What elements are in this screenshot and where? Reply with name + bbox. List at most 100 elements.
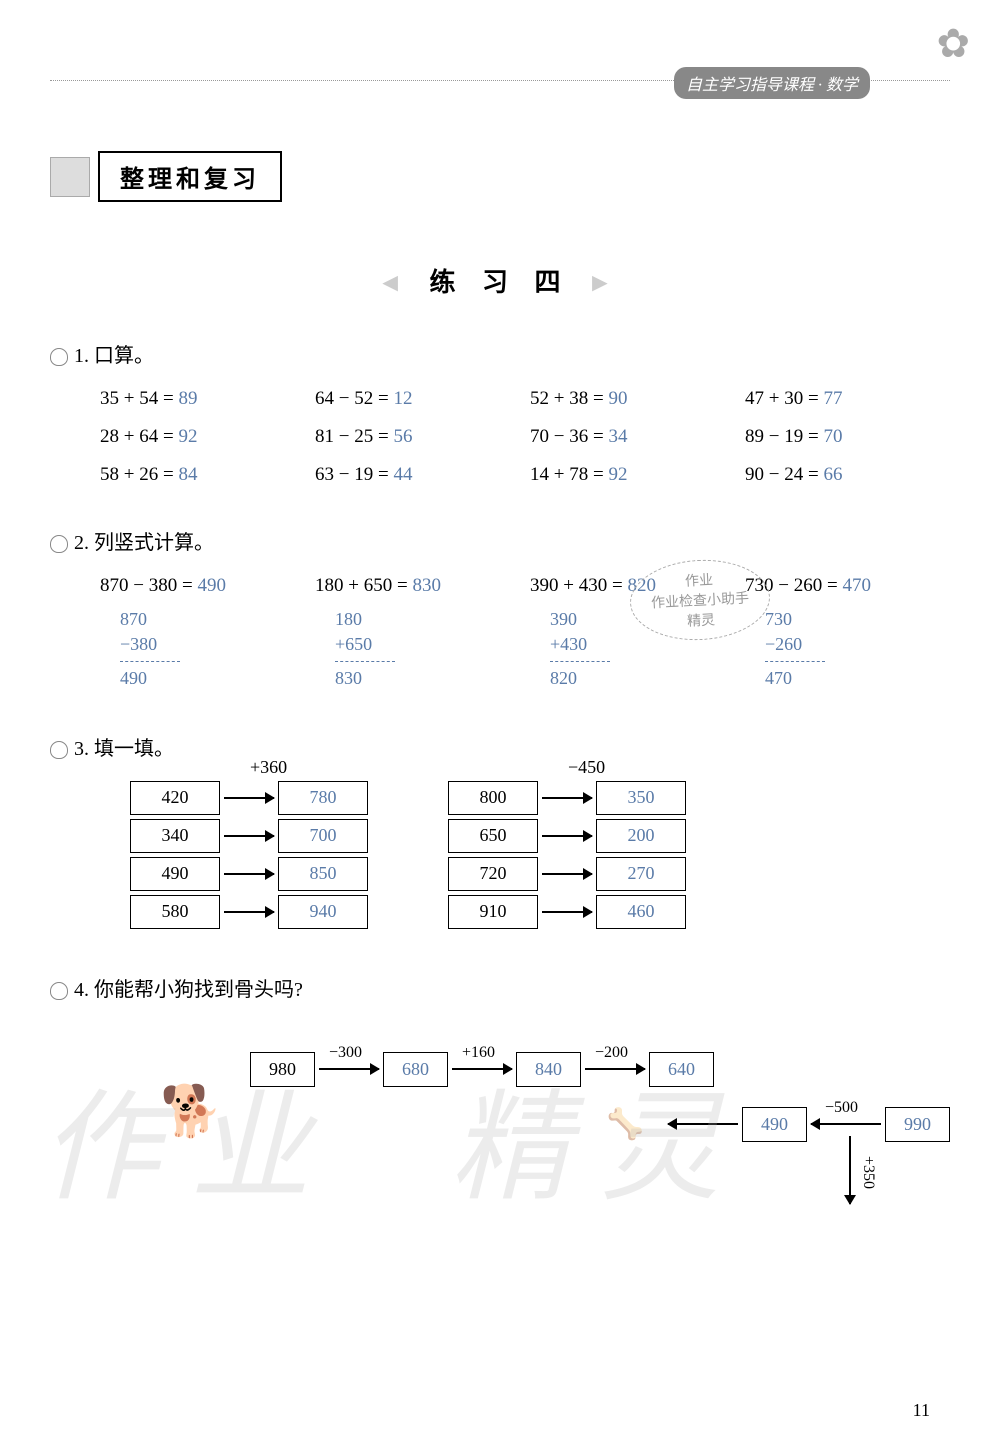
fill-row: 580 940 xyxy=(130,895,368,929)
apple-icon xyxy=(50,535,68,553)
section-header: 整理和复习 xyxy=(50,151,950,202)
fill-row: 720 270 xyxy=(448,857,686,891)
q1-label: 1. 口算。 xyxy=(50,339,950,368)
flow-arrow-right: −300 xyxy=(319,1068,379,1070)
fill-row: 910 460 xyxy=(448,895,686,929)
flow-arrow-right: −200 xyxy=(585,1068,645,1070)
header-badge: 自主学习指导课程 · 数学 xyxy=(674,67,870,99)
stamp-line2: 作业检查小助手 xyxy=(651,587,750,612)
apple-icon xyxy=(50,348,68,366)
section-title: 整理和复习 xyxy=(98,151,282,202)
practice-title: 练 习 四 xyxy=(50,262,950,299)
vertical-item: 870 − 380 = 490870−380490 xyxy=(100,575,305,692)
fill-input-box: 910 xyxy=(448,895,538,929)
question-4: 4. 你能帮小狗找到骨头吗? 🐕 980 −300 680 +160 840 −200 6… xyxy=(50,973,950,1142)
fill-output-box: 940 xyxy=(278,895,368,929)
q2-label: 2. 列竖式计算。 xyxy=(50,526,950,555)
fill-input-box: 720 xyxy=(448,857,538,891)
fill-row: 420 780 xyxy=(130,781,368,815)
flow-start-box: 980 xyxy=(250,1052,315,1087)
down-op: +350 xyxy=(859,1156,877,1189)
arrow-right-icon xyxy=(542,797,592,799)
vertical-item: 180 + 650 = 830180+650830 xyxy=(315,575,520,692)
q3-label: 3. 填一填。 xyxy=(50,732,950,761)
pencil-icon xyxy=(50,157,90,197)
fill-output-box: 350 xyxy=(596,781,686,815)
fill-group-2: −450 800350650200720270910460 xyxy=(448,781,686,933)
mental-item: 47 + 30 = 77 xyxy=(745,388,950,410)
q2-label-text: 2. 列竖式计算。 xyxy=(74,532,214,554)
fill-row: 340 700 xyxy=(130,819,368,853)
arrow-right-icon xyxy=(224,797,274,799)
fill-output-box: 700 xyxy=(278,819,368,853)
flow-arrow-right: +160 xyxy=(452,1068,512,1070)
fill-group-1: +360 420780340700490850580940 xyxy=(130,781,368,933)
fill-input-box: 580 xyxy=(130,895,220,929)
vertical-arrow: +350 xyxy=(849,1136,851,1204)
fill-section: +360 420780340700490850580940 −450 80035… xyxy=(50,781,950,933)
fill-input-box: 800 xyxy=(448,781,538,815)
fill-output-box: 270 xyxy=(596,857,686,891)
fill-output-box: 200 xyxy=(596,819,686,853)
arrow-right-icon xyxy=(542,873,592,875)
vertical-calc-grid: 870 − 380 = 490870−380490180 + 650 = 830… xyxy=(50,575,950,692)
arrow-right-icon xyxy=(224,835,274,837)
fill-op-2: −450 xyxy=(568,757,605,778)
arrow-right-icon xyxy=(542,835,592,837)
fill-input-box: 650 xyxy=(448,819,538,853)
mental-item: 81 − 25 = 56 xyxy=(315,426,520,448)
bone-icon: 🦴 xyxy=(607,1107,644,1142)
dog-icon: 🐕 xyxy=(160,1082,222,1141)
flow-value-box: 840 xyxy=(516,1052,581,1087)
apple-icon xyxy=(50,982,68,1000)
mental-item: 14 + 78 = 92 xyxy=(530,464,735,486)
question-1: 1. 口算。 35 + 54 = 89 64 − 52 = 12 52 + 38 =… xyxy=(50,339,950,486)
fill-row: 800 350 xyxy=(448,781,686,815)
question-3: 3. 填一填。 +360 420 780 340 700 490 850 580 940 −4… xyxy=(50,732,950,933)
mental-item: 70 − 36 = 34 xyxy=(530,426,735,448)
fill-output-box: 780 xyxy=(278,781,368,815)
mental-item: 58 + 26 = 84 xyxy=(100,464,305,486)
mental-math-grid: 35 + 54 = 89 64 − 52 = 12 52 + 38 = 90 47 +… xyxy=(50,388,950,486)
q1-label-text: 1. 口算。 xyxy=(74,345,154,367)
fill-row: 490 850 xyxy=(130,857,368,891)
fill-output-box: 850 xyxy=(278,857,368,891)
q4-label: 4. 你能帮小狗找到骨头吗? xyxy=(50,973,950,1002)
down-value-box: 990 xyxy=(885,1107,950,1142)
mental-item: 90 − 24 = 66 xyxy=(745,464,950,486)
fill-output-box: 460 xyxy=(596,895,686,929)
fill-row: 650 200 xyxy=(448,819,686,853)
apple-icon xyxy=(50,741,68,759)
back-value-box: 490 xyxy=(742,1107,807,1142)
q3-label-text: 3. 填一填。 xyxy=(74,738,174,760)
stamp-line1: 作业 xyxy=(684,569,713,590)
fill-op-1: +360 xyxy=(250,757,287,778)
flow-arrow-left xyxy=(668,1123,738,1125)
mental-item: 35 + 54 = 89 xyxy=(100,388,305,410)
dog-path-section: 🐕 980 −300680+160840−200640 +350 990 −50… xyxy=(50,1052,950,1142)
dog-flow-bottom: 990 −500 490 🦴 xyxy=(430,1107,950,1142)
header-divider: 自主学习指导课程 · 数学 xyxy=(50,80,950,81)
arrow-right-icon xyxy=(542,911,592,913)
mental-item: 28 + 64 = 92 xyxy=(100,426,305,448)
flow-value-box: 640 xyxy=(649,1052,714,1087)
fill-input-box: 340 xyxy=(130,819,220,853)
fill-input-box: 420 xyxy=(130,781,220,815)
back-op: −500 xyxy=(825,1099,858,1117)
flow-value-box: 680 xyxy=(383,1052,448,1087)
fill-input-box: 490 xyxy=(130,857,220,891)
mental-item: 63 − 19 = 44 xyxy=(315,464,520,486)
q4-label-text: 4. 你能帮小狗找到骨头吗? xyxy=(74,979,303,1001)
arrow-right-icon xyxy=(224,911,274,913)
arrow-right-icon xyxy=(224,873,274,875)
mascot-icon: ✿ xyxy=(936,20,970,67)
mental-item: 89 − 19 = 70 xyxy=(745,426,950,448)
mental-item: 64 − 52 = 12 xyxy=(315,388,520,410)
stamp-line3: 精灵 xyxy=(687,609,716,630)
flow-arrow-left: −500 xyxy=(811,1123,881,1125)
question-2: 2. 列竖式计算。 870 − 380 = 490870−380490180 +… xyxy=(50,526,950,692)
page-number: 11 xyxy=(913,1400,930,1421)
dog-flow-top: 980 −300 680 +160 840 −200 640 xyxy=(250,1052,950,1087)
vertical-item: 730 − 260 = 470730−260470 xyxy=(745,575,950,692)
mental-item: 52 + 38 = 90 xyxy=(530,388,735,410)
